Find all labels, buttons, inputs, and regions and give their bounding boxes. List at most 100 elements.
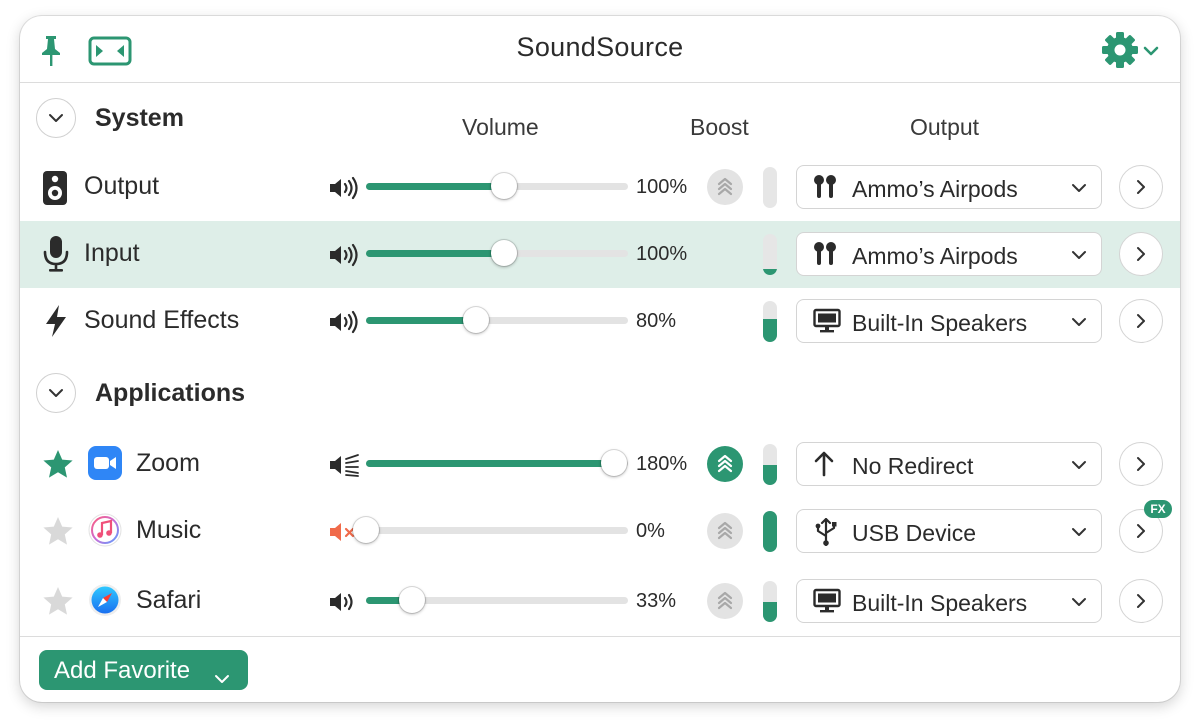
- system-section-header: System Volume Boost Output: [20, 88, 1180, 148]
- device-label: USB Device: [852, 520, 976, 546]
- volume-percent: 0%: [636, 520, 665, 542]
- meter-level: [763, 511, 777, 552]
- row-details-button[interactable]: [1119, 579, 1163, 623]
- level-meter: [763, 581, 777, 622]
- volume-column-header: Volume: [462, 114, 539, 140]
- level-meter: [763, 167, 777, 208]
- favorite-star-icon[interactable]: [42, 586, 74, 621]
- row-details-button[interactable]: [1119, 299, 1163, 343]
- boost-button[interactable]: [707, 513, 743, 549]
- volume-slider[interactable]: [366, 450, 628, 476]
- chevron-down-icon: [1071, 180, 1087, 198]
- zoom-output-dropdown[interactable]: No Redirect: [796, 442, 1102, 486]
- fx-badge: FX: [1144, 500, 1172, 518]
- volume-percent: 80%: [636, 310, 677, 332]
- zoom-icon: [88, 446, 122, 480]
- slider-fill: [366, 317, 476, 324]
- app-row-music: Music 0% USB Device FX: [20, 498, 1180, 565]
- output-device-dropdown[interactable]: Ammo’s Airpods: [796, 165, 1102, 209]
- row-label: Sound Effects: [84, 306, 240, 334]
- level-meter: [763, 301, 777, 342]
- boost-chevrons-icon: [717, 591, 733, 610]
- sound-effects-device-dropdown[interactable]: Built-In Speakers: [796, 299, 1102, 343]
- display-icon: [813, 308, 841, 339]
- slider-fill: [366, 597, 412, 604]
- applications-section-title: Applications: [95, 379, 246, 407]
- system-section-title: System: [95, 104, 184, 132]
- slider-knob[interactable]: [601, 450, 627, 476]
- volume-loud-icon[interactable]: [328, 310, 360, 339]
- volume-slider[interactable]: [366, 173, 628, 199]
- chevron-down-icon: [49, 389, 63, 397]
- slider-knob[interactable]: [463, 307, 489, 333]
- favorite-star-icon[interactable]: [42, 449, 74, 484]
- row-details-button[interactable]: [1119, 165, 1163, 209]
- device-label: Built-In Speakers: [852, 590, 1028, 616]
- volume-percent: 100%: [636, 243, 688, 265]
- volume-percent: 33%: [636, 590, 677, 612]
- slider-knob[interactable]: [399, 587, 425, 613]
- input-device-dropdown[interactable]: Ammo’s Airpods: [796, 232, 1102, 276]
- volume-loud-icon[interactable]: [328, 176, 360, 205]
- safari-output-dropdown[interactable]: Built-In Speakers: [796, 579, 1102, 623]
- level-meter: [763, 444, 777, 485]
- volume-slider[interactable]: [366, 587, 628, 613]
- volume-percent: 180%: [636, 453, 688, 475]
- soundsource-window: SoundSource System Volume Boost Output: [20, 16, 1180, 702]
- applications-collapse-button[interactable]: [36, 373, 76, 413]
- volume-muted-icon[interactable]: [328, 520, 360, 549]
- favorite-star-icon[interactable]: [42, 516, 74, 551]
- slider-track: [366, 527, 628, 534]
- row-label: Music: [136, 516, 202, 544]
- applications-section-header: Applications: [20, 363, 1180, 423]
- boost-chevrons-icon: [717, 521, 733, 540]
- chevron-down-icon: [1071, 314, 1087, 332]
- slider-track: [366, 597, 628, 604]
- safari-icon: [88, 583, 122, 617]
- volume-low-icon[interactable]: [328, 590, 360, 619]
- volume-loud-icon[interactable]: [328, 243, 360, 272]
- chevron-down-icon: [1071, 247, 1087, 265]
- meter-level: [763, 319, 777, 342]
- boost-button[interactable]: [707, 446, 743, 482]
- row-label: Safari: [136, 586, 202, 614]
- chevron-down-icon: [49, 114, 63, 122]
- slider-knob[interactable]: [491, 173, 517, 199]
- chevron-down-icon: [214, 663, 230, 691]
- volume-slider[interactable]: [353, 517, 628, 543]
- slider-fill: [366, 183, 504, 190]
- boost-chevrons-icon: [717, 454, 733, 473]
- pin-icon[interactable]: [38, 34, 64, 73]
- volume-slider[interactable]: [366, 307, 628, 333]
- slider-knob[interactable]: [491, 240, 517, 266]
- settings-gear-icon[interactable]: [1100, 30, 1162, 75]
- slider-knob[interactable]: [353, 517, 379, 543]
- airpods-icon: [813, 174, 837, 205]
- volume-boost-icon[interactable]: [328, 453, 360, 482]
- add-favorite-label: Add Favorite: [54, 657, 191, 684]
- level-meter: [763, 234, 777, 275]
- window-title: SoundSource: [516, 32, 684, 62]
- music-output-dropdown[interactable]: USB Device: [796, 509, 1102, 553]
- device-label: Ammo’s Airpods: [852, 243, 1018, 269]
- slider-fill: [366, 250, 504, 257]
- meter-level: [763, 601, 777, 622]
- music-icon: [88, 513, 122, 547]
- system-collapse-button[interactable]: [36, 98, 76, 138]
- boost-button[interactable]: [707, 583, 743, 619]
- row-details-button[interactable]: [1119, 232, 1163, 276]
- row-label: Zoom: [136, 449, 200, 477]
- footer-bar: Add Favorite: [20, 636, 1180, 702]
- row-details-button[interactable]: [1119, 442, 1163, 486]
- add-favorite-button[interactable]: Add Favorite: [39, 650, 248, 690]
- chevron-right-icon: [1137, 457, 1145, 471]
- bolt-icon: [44, 304, 68, 343]
- boost-button[interactable]: [707, 169, 743, 205]
- chevron-right-icon: [1137, 594, 1145, 608]
- level-meter: [763, 511, 777, 552]
- volume-slider[interactable]: [366, 240, 628, 266]
- expand-window-icon[interactable]: [88, 36, 132, 71]
- boost-chevrons-icon: [717, 177, 733, 196]
- slider-track: [366, 317, 628, 324]
- device-label: Built-In Speakers: [852, 310, 1028, 336]
